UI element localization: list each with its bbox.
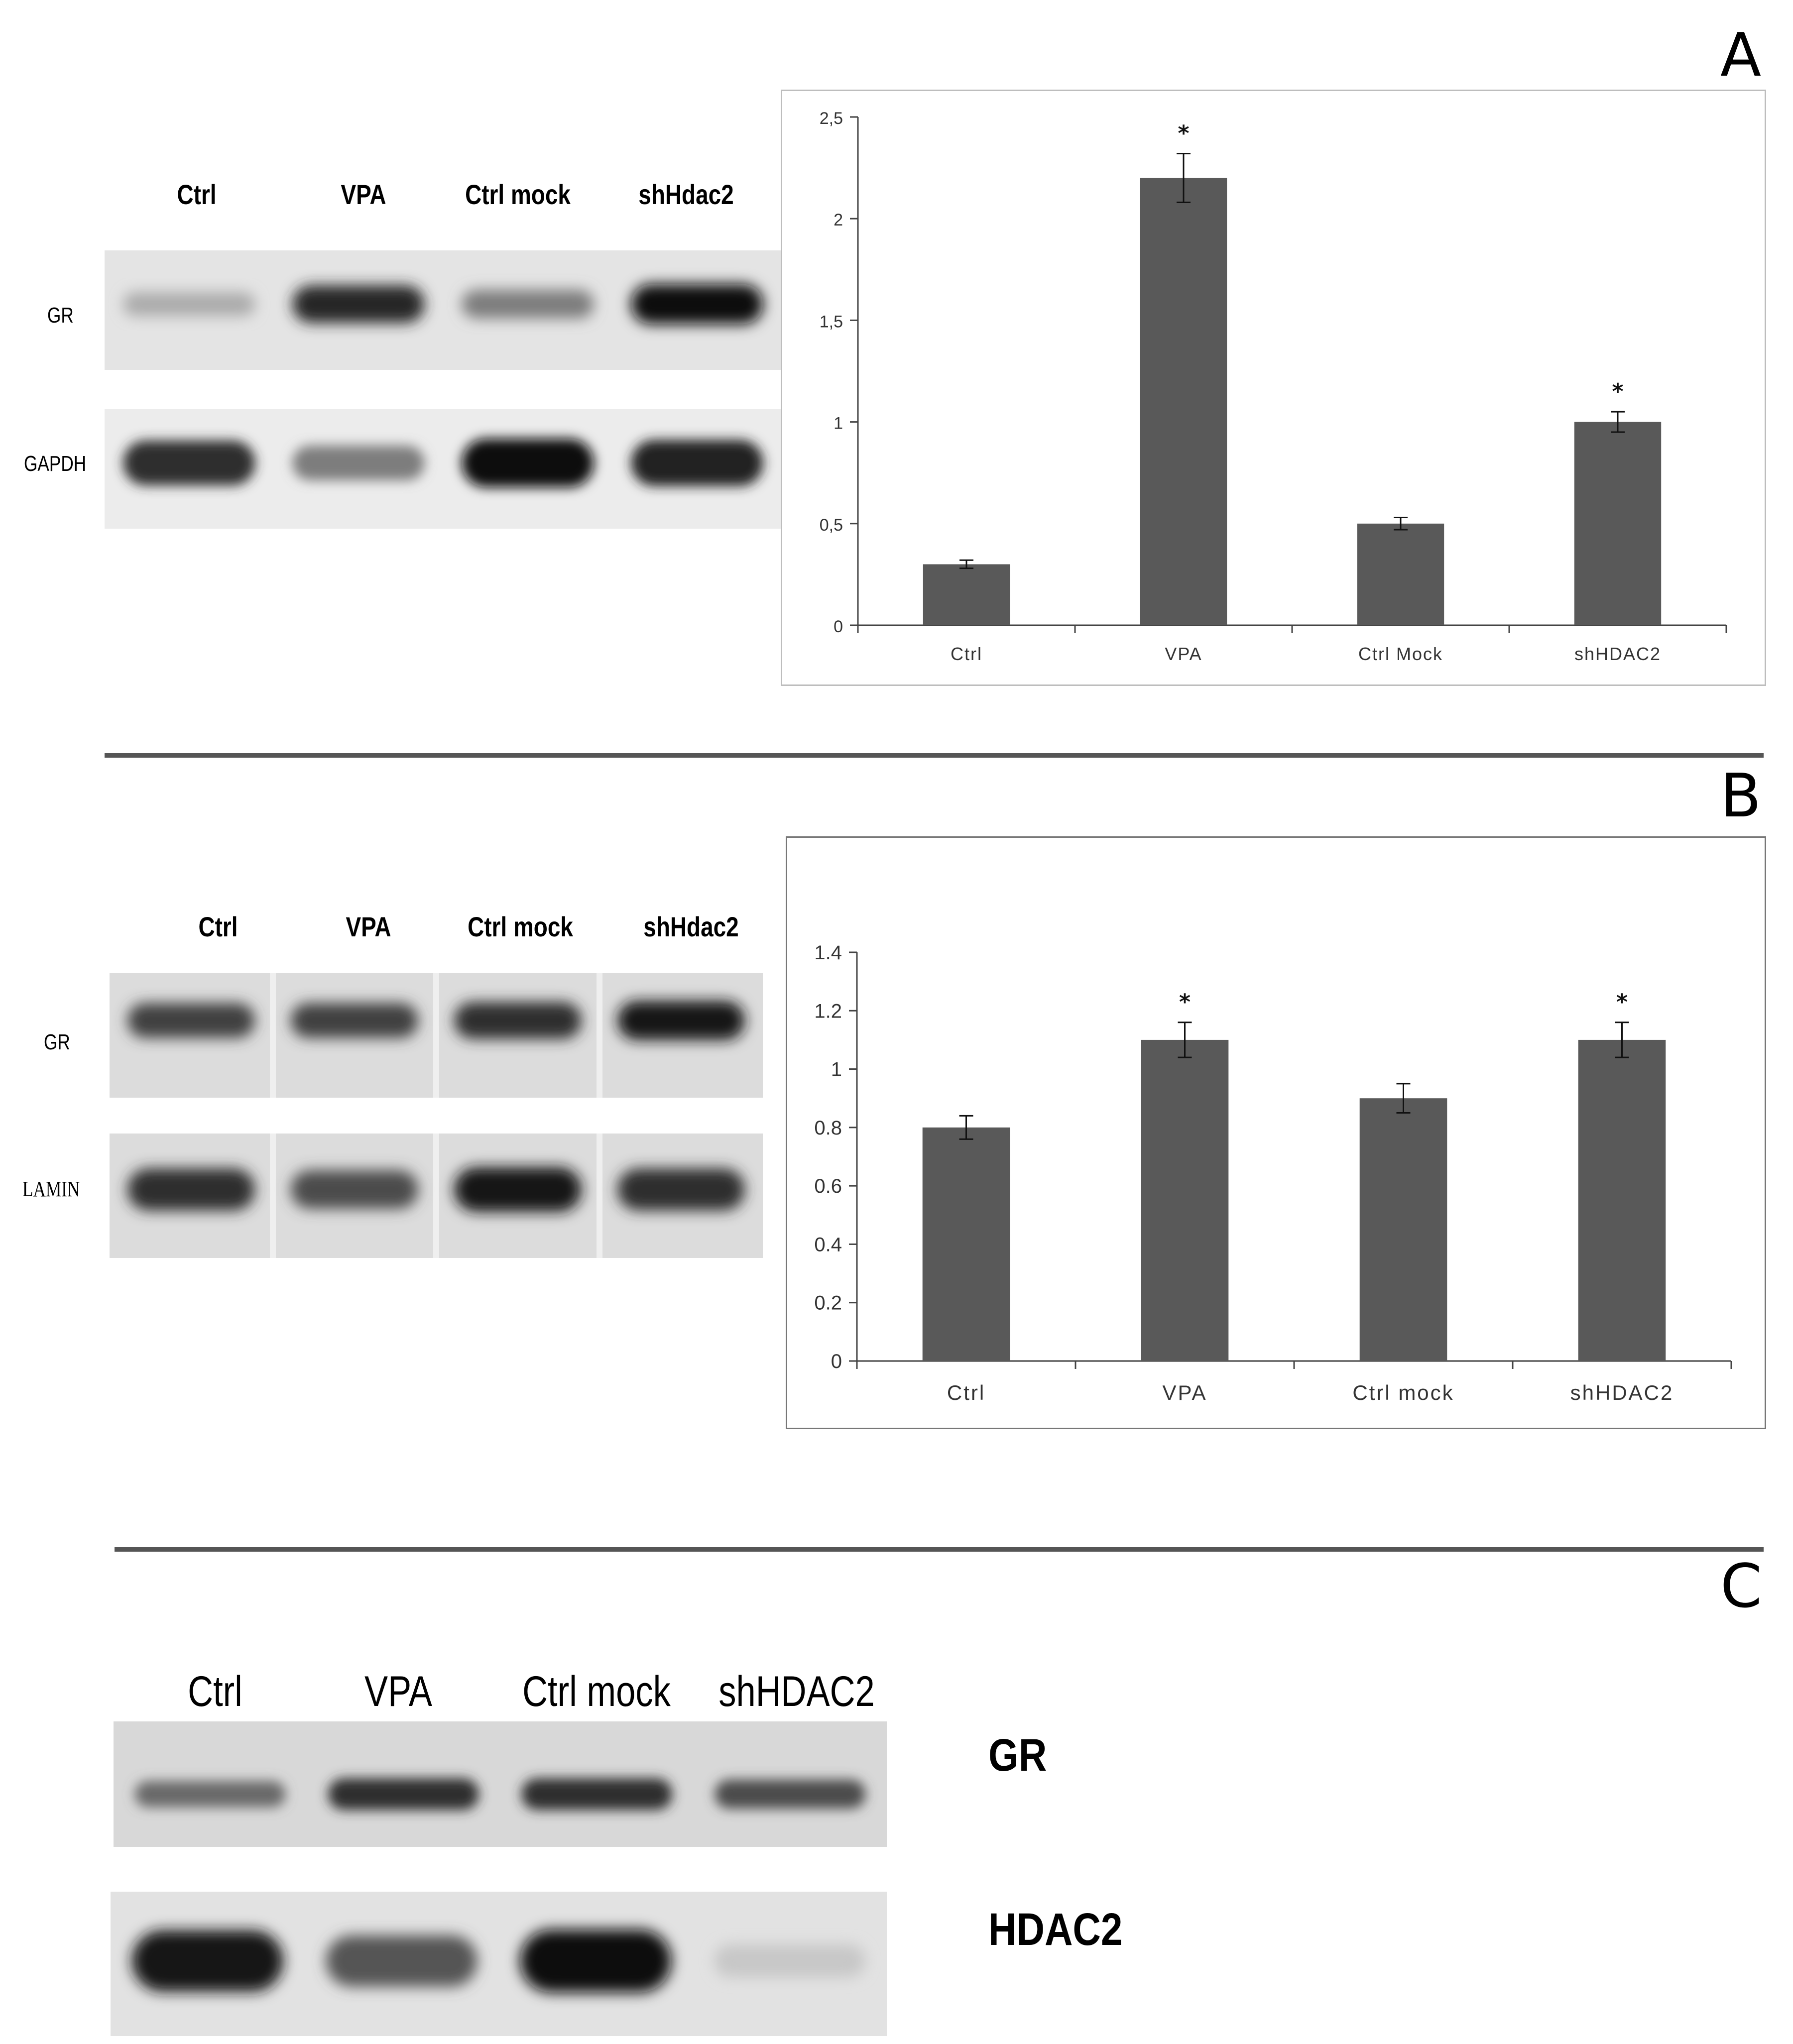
y-tick-label: 0.8	[814, 1117, 842, 1139]
y-tick-label: 0.4	[814, 1234, 842, 1255]
blot-band	[291, 1003, 418, 1038]
y-tick-label: 1,5	[820, 312, 843, 331]
y-tick-label: 2,5	[820, 109, 843, 128]
blot-band	[328, 1778, 479, 1810]
category-label: Ctrl	[951, 644, 982, 664]
blot-lane-gap	[433, 973, 439, 1098]
category-label: Ctrl	[947, 1381, 985, 1404]
significance-marker: *	[1612, 379, 1623, 404]
panel-c-blot-hdac2	[111, 1892, 887, 2036]
blot-band	[520, 1929, 672, 1993]
y-tick-label: 0	[831, 1351, 842, 1372]
blot-band	[631, 440, 763, 486]
panel-a-lane-label: Ctrl	[177, 179, 217, 210]
bar	[1359, 1098, 1447, 1361]
significance-marker: *	[1178, 121, 1189, 146]
blot-lane-gap	[433, 1134, 439, 1258]
panel-a-chart-frame: 0 0,5 1 1,5 2 2,5 Ctrl * VPA Ctrl Mock * shHDAC2	[781, 90, 1766, 686]
panel-a-blot-gapdh	[105, 409, 782, 529]
blot-band	[326, 1935, 478, 1987]
panel-c-lane-label: Ctrl mock	[522, 1668, 671, 1715]
blot-band	[134, 1781, 286, 1808]
category-label: VPA	[1163, 1381, 1207, 1404]
y-tick-label: 1	[834, 414, 843, 433]
bar	[923, 564, 1010, 625]
category-label: VPA	[1165, 644, 1202, 664]
panel-b-blot-gr	[110, 973, 763, 1098]
blot-band	[292, 285, 425, 323]
blot-lane-gap	[270, 973, 276, 1098]
panel-b-lane-label: Ctrl	[198, 911, 238, 942]
panel-c-row-label-gr: GR	[988, 1730, 1047, 1781]
significance-marker: *	[1616, 990, 1628, 1015]
panel-c-lane-label: VPA	[364, 1668, 432, 1715]
panel-c-lane-label: Ctrl	[188, 1668, 242, 1715]
divider-bc	[115, 1547, 1764, 1552]
bar	[922, 1127, 1010, 1361]
category-label: Ctrl mock	[1352, 1381, 1454, 1404]
blot-band	[292, 446, 425, 480]
bar	[1141, 1039, 1229, 1361]
y-tick-label: 0.2	[814, 1292, 842, 1314]
panel-b-blot-lamin	[110, 1134, 763, 1258]
panel-b-row-label-gr: GR	[44, 1030, 70, 1054]
panel-b-letter: B	[1720, 762, 1762, 831]
panel-b-lane-label: VPA	[346, 911, 391, 942]
bar	[1578, 1039, 1666, 1361]
blot-lane-gap	[597, 973, 602, 1098]
panel-b-lane-label: Ctrl mock	[468, 911, 573, 942]
y-tick-label: 2	[834, 211, 843, 229]
panel-c-letter: C	[1720, 1552, 1762, 1621]
bar	[1357, 523, 1444, 625]
blot-band	[462, 290, 594, 319]
blot-band	[617, 1001, 745, 1040]
blot-band	[454, 1002, 582, 1039]
blot-band	[131, 1930, 283, 1992]
panel-a-blot-gr	[105, 250, 782, 370]
panel-b-lane-label: shHdac2	[643, 911, 739, 942]
y-tick-label: 0	[834, 617, 843, 636]
blot-band	[462, 439, 594, 487]
blot-band	[127, 1168, 255, 1211]
panel-c-blot-gr	[114, 1721, 887, 1847]
panel-c-row-label-hdac2: HDAC2	[988, 1904, 1123, 1955]
blot-band	[715, 1780, 866, 1809]
panel-b-chart-frame: 0 0.2 0.4 0.6 0.8 1 1.2 1.4 Ctrl * VPA Ctrl mock * sh…	[786, 836, 1766, 1429]
panel-a-letter: A	[1720, 21, 1762, 90]
category-label: Ctrl Mock	[1358, 644, 1443, 664]
blot-band	[454, 1167, 582, 1212]
blot-lane-gap	[597, 1134, 602, 1258]
blot-band	[291, 1170, 418, 1209]
blot-band	[617, 1168, 745, 1211]
bar	[1574, 422, 1662, 625]
panel-a-lane-label: shHdac2	[638, 179, 734, 210]
divider-ab	[105, 753, 1764, 758]
panel-c-lane-label: shHDAC2	[718, 1668, 875, 1715]
panel-b-bar-chart: 0 0.2 0.4 0.6 0.8 1 1.2 1.4 Ctrl * VPA Ctrl mock * sh…	[814, 942, 1732, 1404]
y-tick-label: 1.2	[814, 1000, 842, 1022]
panel-a-row-label-gapdh: GAPDH	[24, 452, 87, 476]
y-tick-label: 1.4	[814, 942, 842, 964]
panel-b-row-label-lamin: LAMIN	[22, 1177, 80, 1201]
panel-a-lane-label: Ctrl mock	[465, 179, 571, 210]
blot-band	[631, 284, 763, 325]
y-tick-label: 0.6	[814, 1175, 842, 1197]
significance-marker: *	[1179, 990, 1191, 1015]
panel-a-bar-chart: 0 0,5 1 1,5 2 2,5 Ctrl * VPA Ctrl Mock * shHDAC2	[820, 109, 1727, 664]
panel-a-row-label-gr: GR	[47, 303, 74, 328]
panel-a-lane-label: VPA	[341, 179, 386, 210]
bar	[1140, 178, 1227, 625]
category-label: shHDAC2	[1574, 644, 1661, 664]
blot-band	[714, 1944, 866, 1978]
blot-band	[123, 440, 255, 486]
y-tick-label: 1	[831, 1059, 842, 1081]
blot-band	[521, 1778, 673, 1810]
y-tick-label: 0,5	[820, 516, 843, 535]
blot-lane-gap	[270, 1134, 276, 1258]
category-label: shHDAC2	[1570, 1381, 1674, 1404]
blot-band	[123, 292, 255, 316]
blot-band	[127, 1003, 255, 1038]
